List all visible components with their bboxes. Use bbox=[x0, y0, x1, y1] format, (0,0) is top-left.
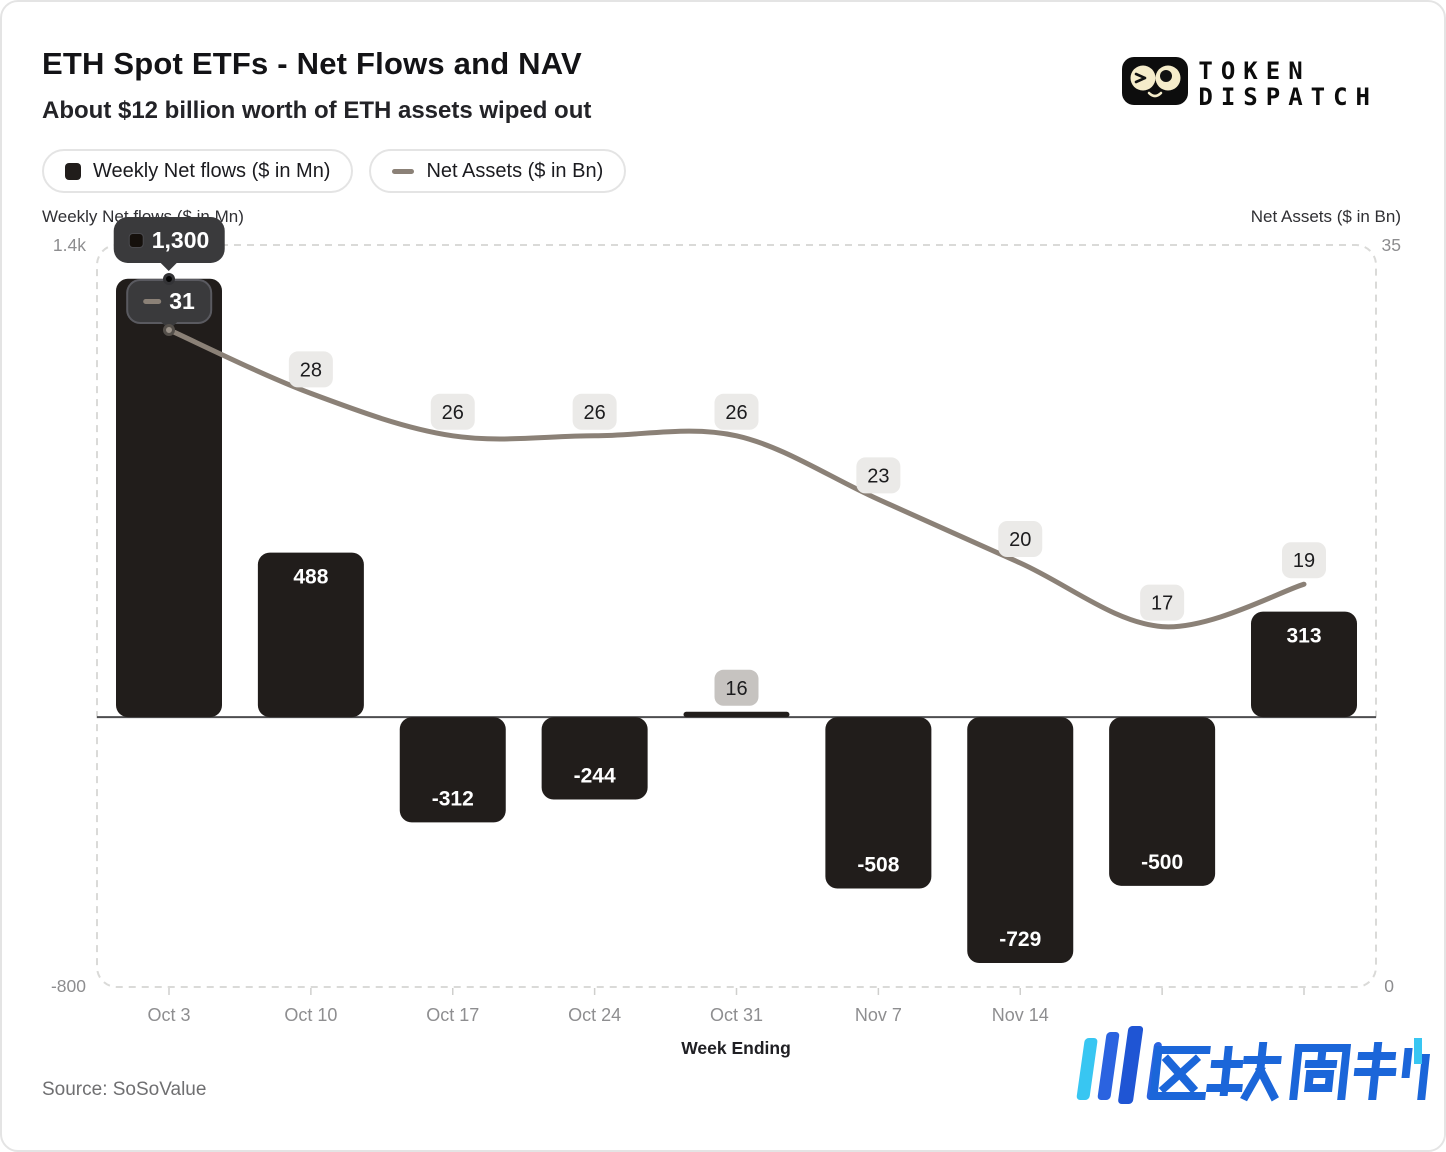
legend-label: Net Assets ($ in Bn) bbox=[426, 159, 604, 182]
bar-swatch-icon bbox=[65, 162, 81, 180]
line-value-badge-label: 26 bbox=[584, 402, 606, 424]
watermark: 区块周刊 bbox=[1054, 1002, 1444, 1150]
line-value-badge-label: 17 bbox=[1151, 593, 1173, 615]
brand-line2: DISPATCH bbox=[1198, 83, 1378, 111]
watermark-text: 区块周刊 bbox=[1054, 1002, 1055, 1003]
line-value-badge-label: 23 bbox=[867, 465, 889, 487]
tooltip-bar-value: 1,300 bbox=[151, 226, 210, 253]
line-value-badge bbox=[288, 351, 333, 388]
line-value-badge bbox=[572, 393, 617, 430]
line-value-badge bbox=[998, 521, 1043, 557]
x-axis-label: Oct 24 bbox=[568, 1005, 622, 1025]
bar-value-badge-label: 16 bbox=[725, 678, 747, 700]
bar bbox=[257, 552, 364, 718]
legend-item-net-assets: Net Assets ($ in Bn) bbox=[369, 149, 627, 193]
nav-line bbox=[166, 327, 1307, 630]
bar-value-label: -312 bbox=[432, 787, 474, 810]
bar bbox=[825, 717, 932, 889]
line-value-badge-label: 28 bbox=[300, 359, 322, 381]
bar bbox=[1109, 717, 1216, 886]
line-anchor-dot bbox=[163, 324, 175, 336]
bar bbox=[683, 711, 790, 718]
line-value-badge bbox=[1282, 542, 1326, 579]
bar-value-label: -729 bbox=[999, 928, 1041, 951]
legend: Weekly Net flows ($ in Mn) Net Assets ($… bbox=[42, 149, 627, 193]
tooltip-line-icon bbox=[143, 299, 162, 304]
right-axis-top-tick: 35 bbox=[1381, 235, 1401, 255]
x-axis-label: Nov 7 bbox=[854, 1005, 902, 1025]
bar bbox=[967, 717, 1074, 964]
tooltip-net-flows: 1,300 bbox=[113, 217, 225, 263]
bar-value-label: -508 bbox=[857, 854, 899, 877]
line-value-badge-label: 26 bbox=[725, 402, 747, 424]
x-axis-title: Week Ending bbox=[681, 1038, 791, 1058]
bar bbox=[541, 717, 648, 800]
line-value-badge-label: 26 bbox=[442, 402, 464, 424]
bar-value-label: 488 bbox=[293, 566, 328, 589]
legend-label: Weekly Net flows ($ in Mn) bbox=[93, 159, 331, 182]
line-value-badge bbox=[430, 393, 475, 430]
x-axis-label: Oct 31 bbox=[709, 1005, 764, 1025]
brand-logo: TOKEN DISPATCH bbox=[1122, 57, 1378, 110]
bar-value-label: 313 bbox=[1286, 625, 1321, 648]
bar bbox=[399, 717, 506, 823]
line-value-badge bbox=[714, 393, 759, 430]
x-axis-label: Nov 14 bbox=[991, 1005, 1049, 1025]
brand-wordmark: TOKEN DISPATCH bbox=[1198, 58, 1378, 110]
left-axis-bottom-tick: -800 bbox=[50, 976, 86, 996]
page-subtitle: About $12 billion worth of ETH assets wi… bbox=[42, 97, 592, 124]
line-value-badge-label: 19 bbox=[1293, 550, 1315, 572]
bar-value-label: -244 bbox=[574, 764, 616, 787]
x-axis-label: Oct 17 bbox=[426, 1005, 480, 1025]
bar-value-label: -500 bbox=[1141, 851, 1183, 874]
line-swatch-icon bbox=[392, 168, 415, 174]
bar bbox=[1251, 611, 1357, 718]
line-value-badge-label: 20 bbox=[1009, 529, 1031, 551]
brand-line1: TOKEN bbox=[1198, 57, 1311, 85]
tooltip-net-assets: 31 bbox=[126, 279, 212, 324]
bar-value-badge bbox=[714, 669, 759, 706]
x-axis-label: Oct 3 bbox=[147, 1005, 191, 1025]
bar-anchor-dot bbox=[163, 273, 175, 285]
page-title: ETH Spot ETFs - Net Flows and NAV bbox=[42, 46, 582, 81]
source-caption: Source: SoSoValue bbox=[42, 1079, 207, 1100]
bar bbox=[116, 278, 222, 718]
line-value-badge bbox=[856, 457, 901, 494]
watermark-logo-icon bbox=[1076, 1026, 1431, 1104]
right-axis-bottom-tick: 0 bbox=[1384, 976, 1394, 996]
x-axis-label: Oct 10 bbox=[284, 1005, 338, 1025]
token-dispatch-face-icon bbox=[1122, 57, 1189, 105]
tooltip-bar-icon bbox=[128, 232, 144, 248]
right-axis-title: Net Assets ($ in Bn) bbox=[1250, 207, 1401, 226]
left-axis-top-tick: 1.4k bbox=[52, 235, 86, 255]
line-value-badge bbox=[1140, 584, 1185, 621]
legend-item-net-flows: Weekly Net flows ($ in Mn) bbox=[42, 149, 354, 193]
tooltip-line-value: 31 bbox=[169, 288, 195, 314]
